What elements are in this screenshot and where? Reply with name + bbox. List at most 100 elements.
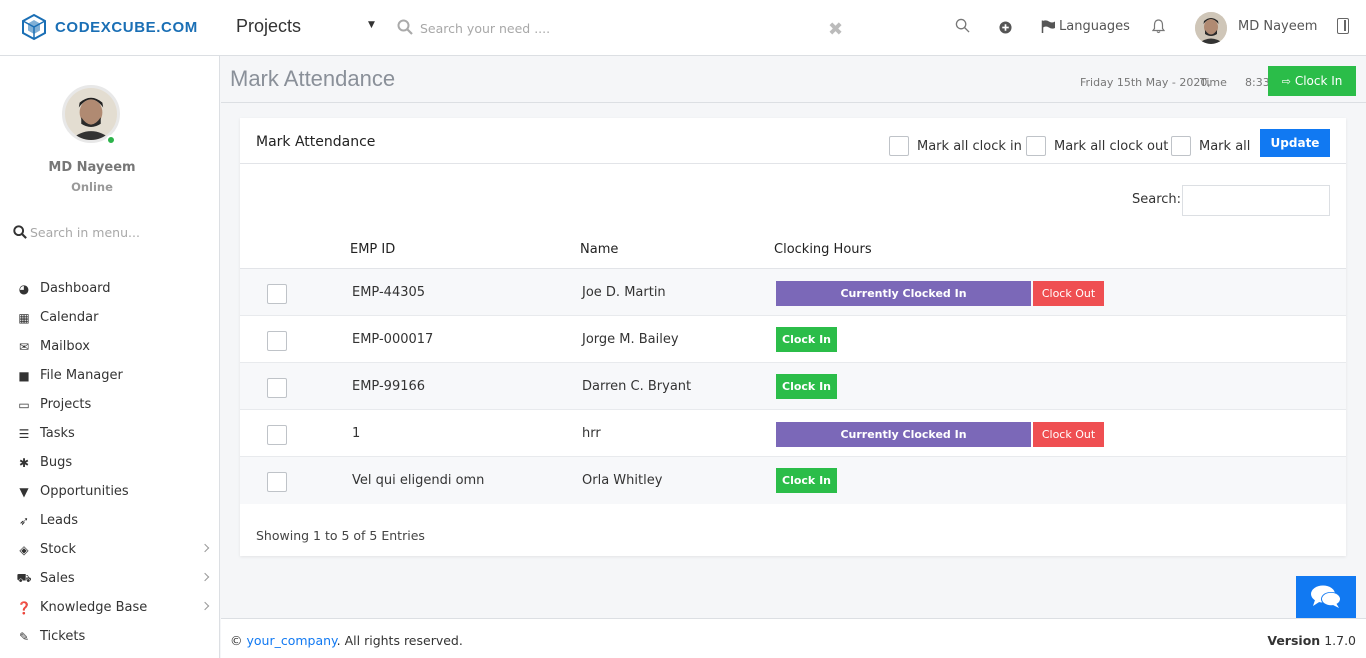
- languages-label: Languages: [1059, 19, 1130, 34]
- footer: © your_company. All rights reserved. Ver…: [221, 618, 1366, 658]
- clock-in-button[interactable]: Clock In: [776, 327, 837, 352]
- name-cell: Darren C. Bryant: [582, 379, 692, 394]
- search-icon[interactable]: [955, 18, 970, 33]
- sidebar-item-opportunities[interactable]: ▼ Opportunities: [0, 477, 220, 506]
- clock-in-label: Clock In: [1294, 74, 1343, 88]
- sidebar-user-name: MD Nayeem: [48, 160, 136, 175]
- file-icon: ■: [18, 368, 30, 383]
- sidebar-item-label: Tasks: [40, 426, 75, 441]
- layout-icon[interactable]: [1337, 18, 1349, 34]
- tasks-icon: ☰: [18, 426, 30, 441]
- sidebar-user-status: Online: [71, 180, 113, 194]
- attendance-card: Mark Attendance Mark all clock in Mark a…: [240, 118, 1346, 556]
- sidebar-item-label: Bugs: [40, 455, 73, 470]
- sidebar-item-tickets[interactable]: ✎ Tickets: [0, 622, 220, 651]
- brand-logo[interactable]: CODEXCUBE.COM: [20, 13, 198, 41]
- sidebar-item-tasks[interactable]: ☰ Tasks: [0, 419, 220, 448]
- table-row: 1 hrr Currently Clocked In Clock Out: [240, 410, 1346, 457]
- row-checkbox[interactable]: [267, 378, 287, 398]
- row-checkbox[interactable]: [267, 331, 287, 351]
- bell-icon[interactable]: [1152, 19, 1165, 34]
- sidebar-item-label: Opportunities: [40, 484, 129, 499]
- clock-out-button[interactable]: Clock Out: [1033, 422, 1104, 447]
- mark-all-clock-out-checkbox[interactable]: Mark all clock out: [1026, 136, 1168, 156]
- mark-all-checkbox[interactable]: Mark all: [1171, 136, 1250, 156]
- update-button[interactable]: Update: [1260, 129, 1330, 157]
- currently-clocked-in-badge: Currently Clocked In: [776, 422, 1031, 447]
- page-title: Mark Attendance: [230, 66, 396, 91]
- chevron-right-icon: [200, 543, 210, 553]
- clock-in-button[interactable]: ⇨ Clock In: [1268, 66, 1356, 96]
- sidebar: MD Nayeem Online ◕ Dashboard ▦ Calendar ✉ M…: [0, 56, 220, 658]
- column-header-emp-id[interactable]: EMP ID: [350, 242, 396, 257]
- plus-circle-icon[interactable]: [999, 21, 1012, 34]
- table-search-input[interactable]: [1182, 185, 1330, 216]
- emp-id-cell: 1: [352, 426, 361, 441]
- user-name[interactable]: MD Nayeem: [1238, 19, 1318, 34]
- caret-down-icon[interactable]: ▼: [368, 20, 375, 30]
- table-search-label: Search:: [1132, 192, 1182, 207]
- table-row: EMP-000017 Jorge M. Bailey Clock In: [240, 316, 1346, 363]
- checkbox[interactable]: [1171, 136, 1191, 156]
- sidebar-item-knowledge-base[interactable]: ❓ Knowledge Base: [0, 593, 220, 622]
- name-cell: Joe D. Martin: [582, 285, 666, 300]
- checkbox-label: Mark all: [1199, 138, 1251, 154]
- sidebar-item-label: Projects: [40, 397, 92, 412]
- sidebar-item-stock[interactable]: ◈ Stock: [0, 535, 220, 564]
- clock-out-button[interactable]: Clock Out: [1033, 281, 1104, 306]
- sidebar-item-bugs[interactable]: ✱ Bugs: [0, 448, 220, 477]
- emp-id-cell: EMP-99166: [352, 379, 426, 394]
- checkbox[interactable]: [1026, 136, 1046, 156]
- module-title[interactable]: Projects: [236, 16, 302, 36]
- sidebar-item-file-manager[interactable]: ■ File Manager: [0, 361, 220, 390]
- sidebar-item-dashboard[interactable]: ◕ Dashboard: [0, 274, 220, 303]
- sidebar-item-calendar[interactable]: ▦ Calendar: [0, 303, 220, 332]
- card-title: Mark Attendance: [256, 134, 376, 150]
- sidebar-item-label: File Manager: [40, 368, 123, 383]
- table-row: EMP-99166 Darren C. Bryant Clock In: [240, 363, 1346, 410]
- flag-icon: [1041, 20, 1055, 33]
- mark-all-clock-in-checkbox[interactable]: Mark all clock in: [889, 136, 1022, 156]
- rocket-icon: ➶: [18, 513, 30, 528]
- emp-id-cell: Vel qui eligendi omn: [352, 473, 485, 488]
- company-link[interactable]: your_company: [246, 633, 337, 648]
- user-photo-icon: [65, 88, 117, 140]
- checkbox-label: Mark all clock out: [1054, 138, 1169, 154]
- sidebar-item-label: Stock: [40, 542, 76, 557]
- sidebar-item-projects[interactable]: ▭ Projects: [0, 390, 220, 419]
- sidebar-item-sales[interactable]: ⛟ Sales: [0, 564, 220, 593]
- sidebar-item-mailbox[interactable]: ✉ Mailbox: [0, 332, 220, 361]
- page-header: Mark Attendance Friday 15th May - 2020, …: [221, 56, 1366, 103]
- clock-in-button[interactable]: Clock In: [776, 374, 837, 399]
- question-circle-icon: ❓: [16, 600, 32, 615]
- global-search-input[interactable]: [420, 16, 800, 40]
- close-icon[interactable]: ✖: [828, 19, 844, 40]
- chat-button[interactable]: [1296, 576, 1356, 618]
- chevron-right-icon: [200, 572, 210, 582]
- clock-in-button[interactable]: Clock In: [776, 468, 837, 493]
- row-checkbox[interactable]: [267, 472, 287, 492]
- mail-icon: ✉: [18, 339, 30, 354]
- pagination-info: Showing 1 to 5 of 5 Entries: [256, 528, 425, 543]
- filter-icon: ▼: [19, 484, 29, 499]
- column-header-name[interactable]: Name: [580, 242, 619, 257]
- rights-text: . All rights reserved.: [336, 633, 463, 648]
- name-cell: Jorge M. Bailey: [582, 332, 679, 347]
- languages-menu[interactable]: Languages: [1041, 19, 1130, 34]
- bug-icon: ✱: [18, 455, 30, 470]
- currently-clocked-in-badge: Currently Clocked In: [776, 281, 1031, 306]
- checkbox[interactable]: [889, 136, 909, 156]
- ticket-icon: ✎: [18, 629, 30, 644]
- row-checkbox[interactable]: [267, 284, 287, 304]
- column-header-clocking-hours[interactable]: Clocking Hours: [774, 242, 872, 257]
- checkbox-label: Mark all clock in: [917, 138, 1022, 154]
- sidebar-item-label: Mailbox: [40, 339, 90, 354]
- cube-logo-icon: [22, 13, 46, 41]
- copyright-symbol: ©: [230, 633, 243, 648]
- menu-search-input[interactable]: [30, 222, 200, 242]
- calendar-icon: ▦: [18, 310, 30, 325]
- row-checkbox[interactable]: [267, 425, 287, 445]
- sidebar-item-leads[interactable]: ➶ Leads: [0, 506, 220, 535]
- avatar[interactable]: [62, 85, 120, 143]
- avatar[interactable]: [1195, 12, 1227, 44]
